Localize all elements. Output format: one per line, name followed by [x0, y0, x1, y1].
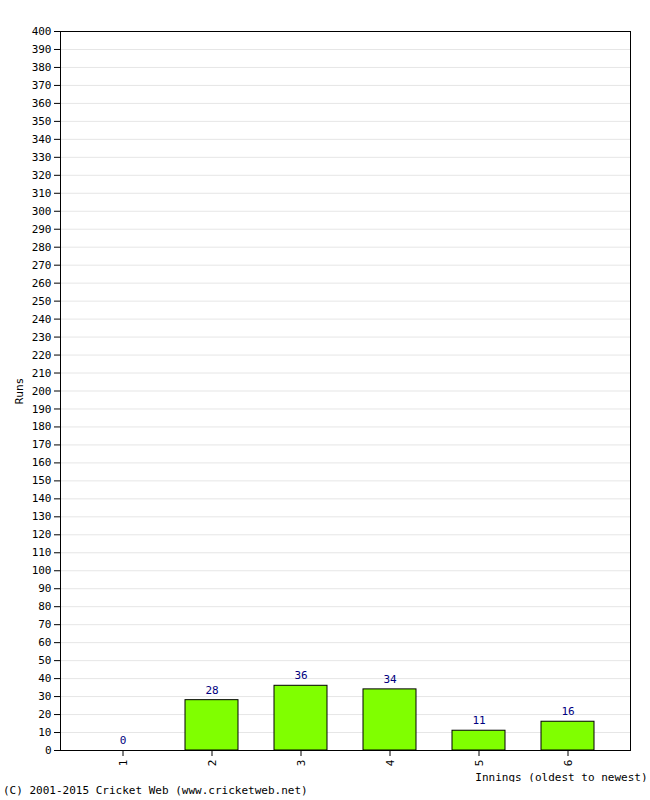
- svg-text:170: 170: [32, 438, 52, 451]
- svg-text:210: 210: [32, 367, 52, 380]
- svg-text:40: 40: [38, 672, 51, 685]
- svg-text:140: 140: [32, 492, 52, 505]
- svg-text:Runs: Runs: [13, 378, 26, 405]
- svg-text:350: 350: [32, 115, 52, 128]
- svg-text:70: 70: [38, 618, 51, 631]
- svg-text:130: 130: [32, 510, 52, 523]
- svg-text:Innings (oldest to newest): Innings (oldest to newest): [475, 771, 647, 783]
- svg-text:2: 2: [206, 760, 219, 767]
- svg-text:180: 180: [32, 420, 52, 433]
- svg-text:370: 370: [32, 79, 52, 92]
- svg-text:0: 0: [120, 734, 127, 747]
- svg-text:160: 160: [32, 456, 52, 469]
- svg-text:30: 30: [38, 690, 51, 703]
- svg-text:230: 230: [32, 331, 52, 344]
- svg-text:0: 0: [45, 744, 52, 757]
- svg-text:36: 36: [294, 669, 307, 682]
- svg-text:150: 150: [32, 474, 52, 487]
- svg-text:28: 28: [205, 684, 218, 697]
- svg-text:310: 310: [32, 187, 52, 200]
- svg-text:200: 200: [32, 385, 52, 398]
- svg-text:60: 60: [38, 636, 51, 649]
- svg-text:50: 50: [38, 654, 51, 667]
- svg-text:270: 270: [32, 259, 52, 272]
- svg-text:4: 4: [384, 759, 397, 766]
- svg-text:240: 240: [32, 313, 52, 326]
- svg-text:20: 20: [38, 708, 51, 721]
- svg-text:190: 190: [32, 402, 52, 415]
- svg-text:34: 34: [383, 673, 397, 686]
- svg-text:390: 390: [32, 43, 52, 56]
- svg-text:110: 110: [32, 546, 52, 559]
- svg-text:220: 220: [32, 349, 52, 362]
- svg-text:6: 6: [562, 760, 575, 767]
- html-text:(C) 2001-2015 Cricket Web (www: (C) 2001-2015 Cricket Web (www.cricketwe…: [3, 784, 308, 797]
- svg-text:100: 100: [32, 564, 52, 577]
- svg-text:380: 380: [32, 61, 52, 74]
- svg-text:3: 3: [295, 760, 308, 767]
- svg-text:1: 1: [117, 760, 130, 767]
- svg-text:260: 260: [32, 277, 52, 290]
- svg-text:5: 5: [473, 760, 486, 767]
- svg-text:120: 120: [32, 528, 52, 541]
- svg-text:320: 320: [32, 169, 52, 182]
- svg-text:80: 80: [38, 600, 51, 613]
- svg-text:90: 90: [38, 582, 51, 595]
- svg-text:340: 340: [32, 133, 52, 146]
- svg-text:400: 400: [32, 25, 52, 38]
- svg-text:330: 330: [32, 151, 52, 164]
- svg-text:10: 10: [38, 726, 51, 739]
- svg-text:16: 16: [561, 705, 574, 718]
- svg-text:11: 11: [472, 714, 485, 727]
- svg-text:290: 290: [32, 223, 52, 236]
- svg-text:300: 300: [32, 205, 52, 218]
- svg-text:360: 360: [32, 97, 52, 110]
- svg-text:280: 280: [32, 241, 52, 254]
- svg-text:250: 250: [32, 295, 52, 308]
